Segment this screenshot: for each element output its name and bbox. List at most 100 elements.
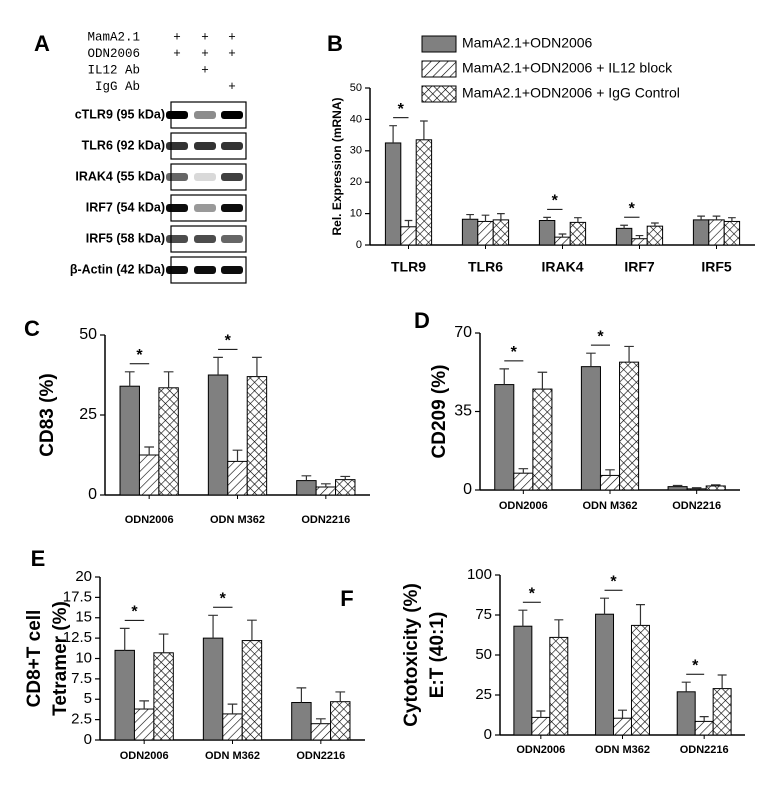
blot-band <box>221 204 243 212</box>
x-tick-label: ODN2006 <box>516 744 565 756</box>
significance-star: * <box>610 573 617 590</box>
error-bar <box>315 718 326 724</box>
error-bar <box>537 371 548 390</box>
bar <box>296 480 317 496</box>
error-bar <box>691 487 702 489</box>
y-axis-label: E:T (40:1) <box>427 612 448 699</box>
bar <box>241 640 263 741</box>
bar <box>580 366 601 491</box>
blot-band <box>166 266 188 274</box>
bar <box>712 688 732 736</box>
error-bar <box>119 627 130 651</box>
blot-band <box>194 142 216 150</box>
bar <box>477 220 494 246</box>
y-tick-label: 20 <box>350 176 362 188</box>
bar <box>631 238 648 246</box>
band-label: β-Actin (42 kDa) <box>70 262 165 276</box>
error-bar <box>499 368 510 385</box>
x-tick-label: ODN2006 <box>499 500 548 512</box>
y-axis-label: CD209 (%) <box>429 365 450 459</box>
error-bar <box>208 614 218 639</box>
legend-label: MamA2.1+ODN2006 + IgG Control <box>462 85 680 101</box>
legend-swatch <box>421 60 457 78</box>
x-tick-label: ODN2216 <box>672 500 721 512</box>
error-bar <box>672 484 683 487</box>
y-tick-label: 30 <box>350 145 362 157</box>
y-tick-label: 0 <box>84 731 92 748</box>
condition-mark: + <box>201 63 209 77</box>
bar <box>569 221 587 246</box>
error-bar <box>651 222 659 227</box>
bar <box>315 486 337 496</box>
error-bar <box>558 233 567 238</box>
legend-label: MamA2.1+ODN2006 + IL12 block <box>462 60 673 76</box>
panel-letter: B <box>327 31 343 56</box>
band-label: IRAK4 (55 kDa) <box>75 169 165 183</box>
error-bar <box>574 217 582 223</box>
error-bar <box>624 345 634 363</box>
blot-band <box>194 204 216 212</box>
y-tick-label: 15 <box>75 609 92 626</box>
significance-star: * <box>398 101 405 118</box>
error-bar <box>717 674 727 689</box>
significance-star: * <box>136 347 143 364</box>
error-bar <box>144 446 155 455</box>
condition-mark: + <box>228 80 236 94</box>
y-tick-label: 12.5 <box>63 629 92 646</box>
blot-band <box>221 173 243 181</box>
bar <box>613 717 632 736</box>
blot-band <box>166 204 188 212</box>
x-tick-label: ODN2216 <box>296 750 345 762</box>
blot-band <box>166 173 188 181</box>
blot-band <box>194 235 216 243</box>
x-tick-label: TLR9 <box>391 259 426 275</box>
error-bar <box>536 710 546 718</box>
error-bar <box>320 483 331 487</box>
blot-band <box>194 266 216 274</box>
bar <box>119 385 140 496</box>
significance-star: * <box>131 604 138 621</box>
x-tick-label: ODN2006 <box>125 514 174 526</box>
error-bar <box>699 716 709 722</box>
band-label: IRF7 (54 kDa) <box>86 200 165 214</box>
y-axis-label: Tetramer (%) <box>50 601 71 716</box>
bar <box>335 479 356 496</box>
x-tick-label: IRF5 <box>701 259 732 275</box>
bar <box>667 486 688 491</box>
bar <box>599 474 621 491</box>
y-tick-label: 0 <box>484 726 492 743</box>
blot-band <box>194 173 216 181</box>
blot-band <box>166 111 188 119</box>
significance-star: * <box>225 333 232 350</box>
condition-label: MamA2.1 <box>87 30 140 44</box>
band-label: cTLR9 (95 kDa) <box>75 107 165 121</box>
bar <box>222 713 243 741</box>
x-tick-label: ODN M362 <box>582 500 637 512</box>
error-bar <box>543 216 551 221</box>
bar <box>492 219 510 246</box>
y-tick-label: 100 <box>467 566 492 583</box>
bar <box>630 624 650 736</box>
bar <box>615 227 633 246</box>
blot-band <box>166 235 188 243</box>
error-bar <box>158 633 169 653</box>
y-axis-label: Cytotoxicity (%) <box>401 583 422 727</box>
bar <box>138 454 160 496</box>
y-axis-label: CD8+T cell <box>24 610 45 708</box>
bar <box>723 220 741 246</box>
error-bar <box>227 703 238 714</box>
bar <box>531 716 551 736</box>
condition-mark: + <box>228 30 236 44</box>
y-tick-label: 75 <box>475 606 492 623</box>
legend-swatch <box>421 35 457 53</box>
y-tick-label: 7.5 <box>71 670 92 687</box>
y-tick-label: 25 <box>79 406 97 423</box>
error-bar <box>232 449 243 462</box>
condition-label: IL12 Ab <box>87 63 140 77</box>
error-bar <box>213 356 223 375</box>
significance-star: * <box>629 200 636 217</box>
bar <box>513 625 533 736</box>
bar <box>461 218 479 246</box>
y-tick-label: 0 <box>356 239 362 251</box>
y-tick-label: 40 <box>350 113 362 125</box>
